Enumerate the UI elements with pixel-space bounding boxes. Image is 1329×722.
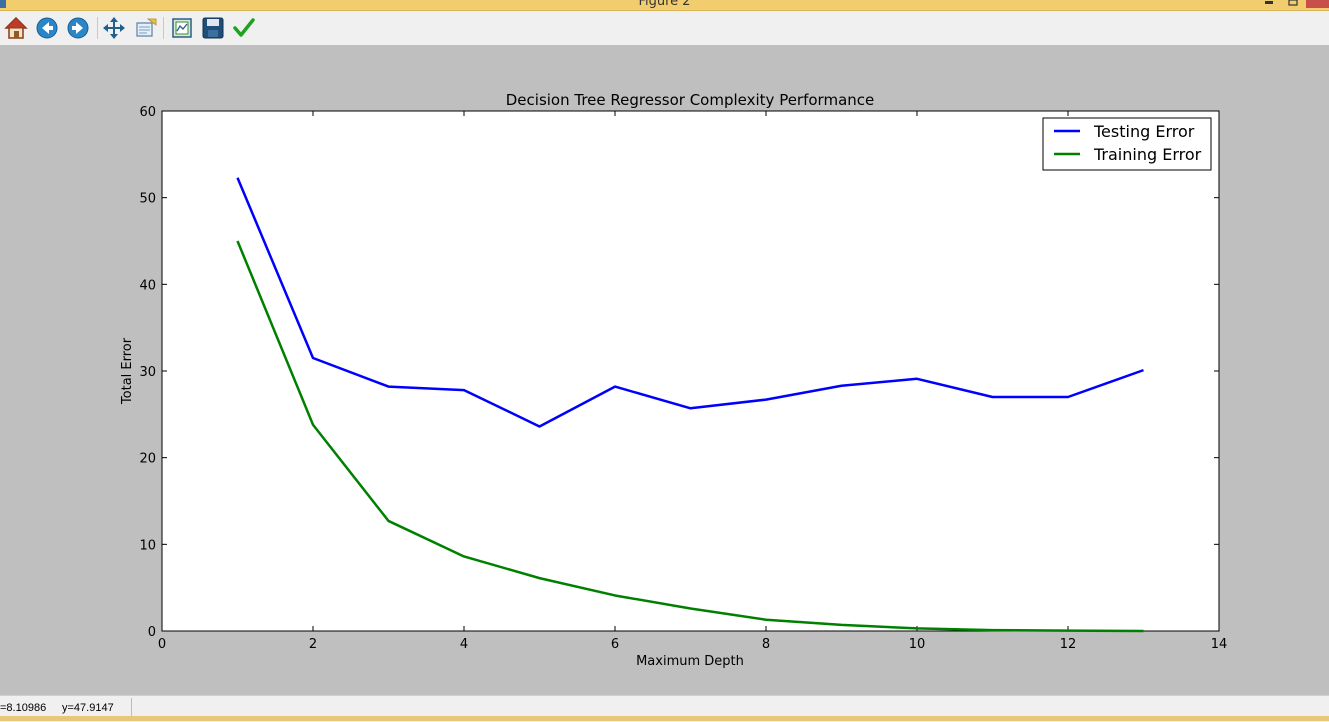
cursor-x-readout: =8.10986 (0, 702, 46, 714)
cursor-y-readout: y=47.9147 (62, 702, 114, 714)
line-chart: 0 2 4 6 8 10 12 14 0 10 20 30 40 50 60 Decision Tree R… (0, 45, 1329, 695)
y-axis-label: Total Error (120, 337, 135, 405)
x-tick-label: 12 (1060, 637, 1077, 652)
x-tick-label: 6 (611, 637, 619, 652)
y-tick-label: 0 (148, 625, 156, 640)
x-tick-label: 4 (460, 637, 468, 652)
navigation-toolbar (0, 11, 1329, 46)
forward-arrow-icon (66, 16, 90, 40)
toolbar-separator (163, 17, 164, 39)
save-disk-icon (201, 16, 225, 40)
window-title: Figure 2 (0, 0, 1329, 9)
legend-label-training: Training Error (1093, 145, 1202, 164)
y-tick-label: 60 (139, 105, 156, 120)
subplots-button[interactable] (169, 15, 195, 41)
x-tick-label: 14 (1211, 637, 1228, 652)
x-tick-label: 2 (309, 637, 317, 652)
minimize-icon[interactable] (1262, 0, 1276, 8)
x-tick-label: 0 (158, 637, 166, 652)
maximize-icon[interactable] (1286, 0, 1300, 8)
checkmark-edit-icon (232, 16, 256, 40)
taskbar-strip (0, 716, 1329, 721)
x-tick-label: 10 (909, 637, 926, 652)
chart-legend: Testing Error Training Error (1043, 118, 1211, 170)
y-tick-label: 50 (139, 192, 156, 207)
x-axis-label: Maximum Depth (636, 654, 744, 669)
plot-area (162, 111, 1219, 631)
close-icon[interactable] (1306, 0, 1329, 8)
y-tick-label: 10 (139, 538, 156, 553)
zoom-button[interactable] (133, 15, 159, 41)
app-icon (0, 0, 6, 8)
status-separator (131, 698, 132, 716)
chart-title: Decision Tree Regressor Complexity Perfo… (506, 91, 875, 109)
back-arrow-icon (35, 16, 59, 40)
window-titlebar: Figure 2 (0, 0, 1329, 11)
pan-button[interactable] (101, 15, 127, 41)
y-tick-label: 20 (139, 452, 156, 467)
legend-label-testing: Testing Error (1093, 122, 1195, 141)
x-tick-label: 8 (762, 637, 770, 652)
save-button[interactable] (200, 15, 226, 41)
edit-button[interactable] (231, 15, 257, 41)
toolbar-separator (97, 17, 98, 39)
figure-canvas[interactable]: 0 2 4 6 8 10 12 14 0 10 20 30 40 50 60 Decision Tree R… (0, 45, 1329, 695)
pan-move-icon (102, 16, 126, 40)
y-tick-label: 40 (139, 278, 156, 293)
y-tick-label: 30 (139, 365, 156, 380)
home-button[interactable] (3, 15, 29, 41)
zoom-rect-icon (134, 16, 158, 40)
back-button[interactable] (34, 15, 60, 41)
home-icon (4, 16, 28, 40)
forward-button[interactable] (65, 15, 91, 41)
subplots-config-icon (170, 16, 194, 40)
